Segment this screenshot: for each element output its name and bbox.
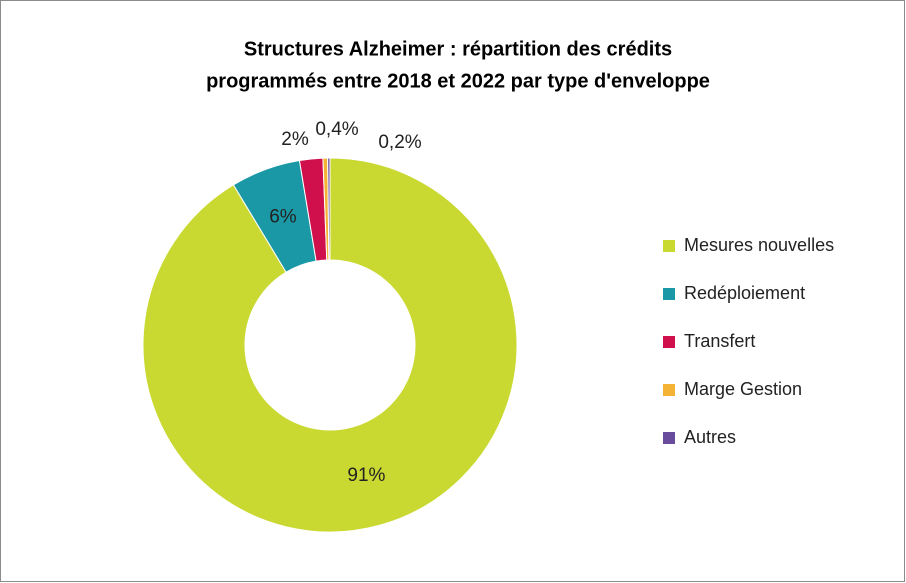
legend-swatch: [663, 432, 675, 444]
data-label: 0,4%: [315, 119, 358, 140]
legend-label: Transfert: [684, 331, 755, 351]
legend-swatch: [663, 384, 675, 396]
legend-label: Redéploiement: [684, 283, 805, 303]
legend-label: Marge Gestion: [684, 379, 802, 399]
chart-title: Structures Alzheimer : répartition des c…: [244, 38, 672, 60]
data-label: 6%: [269, 206, 297, 227]
donut-slice: [327, 157, 331, 261]
data-label: 0,2%: [378, 132, 421, 153]
data-label: 2%: [281, 129, 309, 150]
chart-title: programmés entre 2018 et 2022 par type d…: [206, 70, 710, 92]
data-label: 91%: [347, 465, 385, 486]
legend-swatch: [663, 288, 675, 300]
donut-slice: [142, 157, 518, 533]
legend-label: Mesures nouvelles: [684, 235, 834, 255]
legend-label: Autres: [684, 427, 736, 447]
legend-swatch: [663, 336, 675, 348]
legend-swatch: [663, 240, 675, 252]
